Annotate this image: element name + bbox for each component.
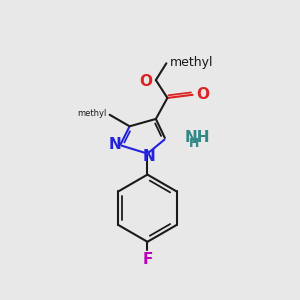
Text: O: O — [196, 87, 209, 102]
Text: methyl: methyl — [169, 56, 213, 69]
Text: methyl: methyl — [77, 109, 106, 118]
Text: N: N — [109, 136, 121, 152]
Text: O: O — [139, 74, 152, 88]
Text: NH: NH — [184, 130, 210, 145]
Text: H: H — [188, 136, 199, 150]
Text: F: F — [142, 252, 153, 267]
Text: N: N — [142, 148, 155, 164]
